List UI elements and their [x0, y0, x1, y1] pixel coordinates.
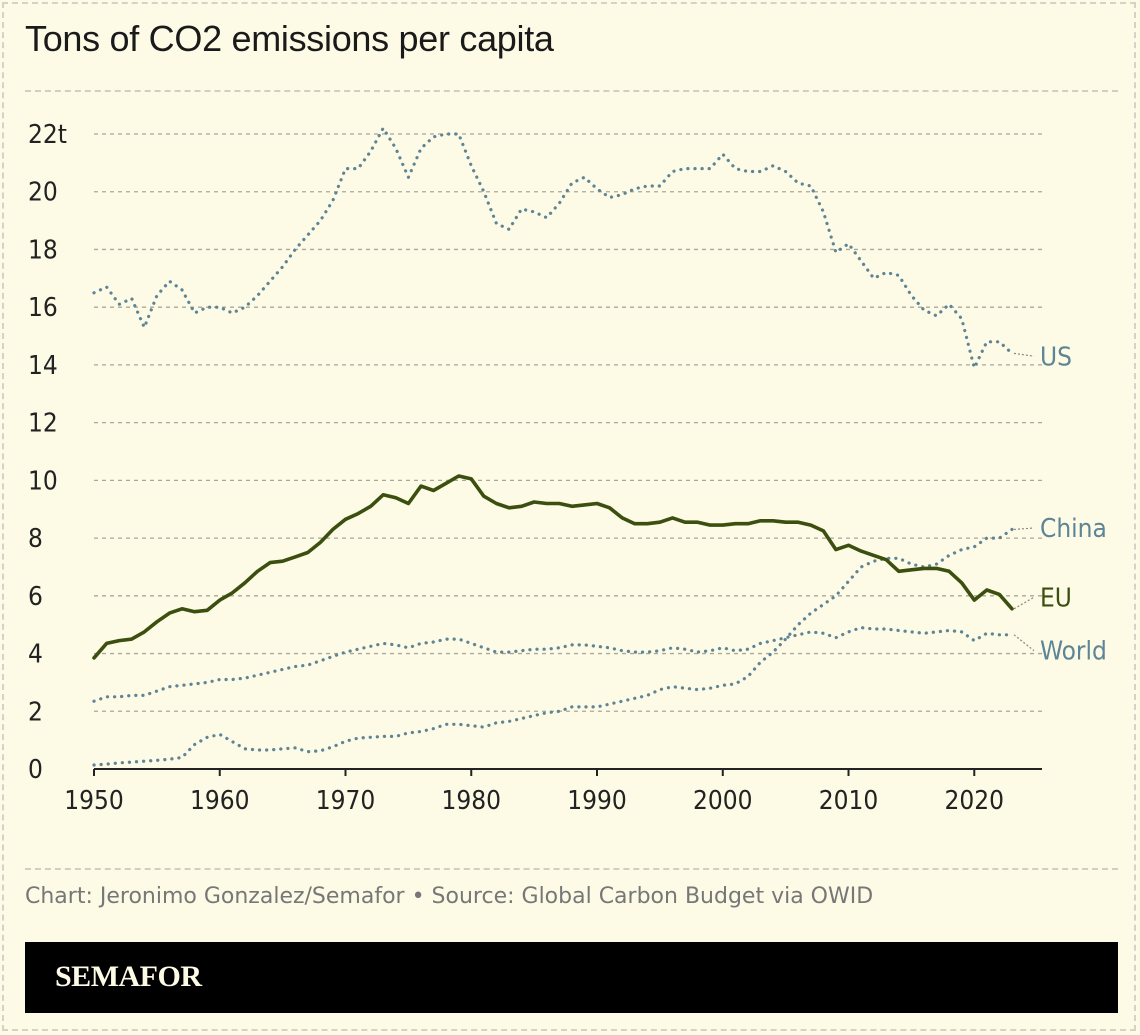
y-tick-label: 18	[28, 235, 58, 265]
label-leader-eu	[1013, 596, 1035, 610]
series-label-eu: EU	[1040, 583, 1072, 613]
source-credit: Chart: Jeronimo Gonzalez/Semafor • Sourc…	[25, 884, 874, 909]
x-tick-label: 1990	[567, 786, 627, 816]
y-tick-label: 6	[28, 582, 43, 612]
y-tick-label: 0	[28, 755, 43, 785]
y-axis-ticks: 0 2 4 6 8 10 12 14 16 18 20 22t	[28, 120, 67, 785]
series-line-china	[92, 527, 1014, 767]
line-chart: 0 2 4 6 8 10 12 14 16 18 20 22t 1950 1960 1970 1980 199…	[28, 120, 1107, 816]
label-leader-world	[1013, 634, 1035, 652]
y-tick-label: 16	[28, 293, 58, 323]
y-tick-label: 12	[28, 409, 58, 439]
series-label-us: US	[1040, 342, 1072, 372]
label-leader-china	[1013, 527, 1035, 531]
y-tick-label: 14	[28, 351, 58, 381]
gridlines	[94, 133, 1042, 712]
series-line-eu	[92, 474, 1014, 660]
brand-logo: SEMAFOR	[55, 960, 202, 993]
series-lines	[92, 126, 1014, 767]
y-tick-label: 4	[28, 640, 43, 670]
x-tick-label: 1980	[442, 786, 502, 816]
bottom-divider	[25, 868, 1118, 870]
x-tick-label: 1960	[190, 786, 250, 816]
y-tick-label: 20	[28, 178, 58, 208]
y-tick-label: 2	[28, 697, 43, 727]
x-axis: 1950 1960 1970 1980 1990 2000 2010 2020	[64, 768, 1042, 816]
x-tick-label: 2000	[693, 786, 753, 816]
series-label-world: World	[1040, 637, 1107, 667]
series-line-us	[92, 126, 1014, 370]
y-tick-label: 10	[28, 466, 58, 496]
top-divider	[25, 90, 1118, 92]
label-leader-us	[1013, 352, 1035, 357]
x-tick-label: 1970	[316, 786, 376, 816]
x-tick-label: 2010	[819, 786, 879, 816]
x-tick-label: 2020	[945, 786, 1005, 816]
series-labels: US China EU World	[1013, 342, 1107, 667]
brand-footer: SEMAFOR	[25, 942, 1118, 1013]
x-tick-label: 1950	[64, 786, 124, 816]
y-tick-label: 22t	[28, 120, 67, 150]
y-tick-label: 8	[28, 524, 43, 554]
series-line-world	[92, 625, 1014, 703]
chart-title: Tons of CO2 emissions per capita	[25, 18, 554, 59]
series-label-china: China	[1040, 514, 1107, 544]
